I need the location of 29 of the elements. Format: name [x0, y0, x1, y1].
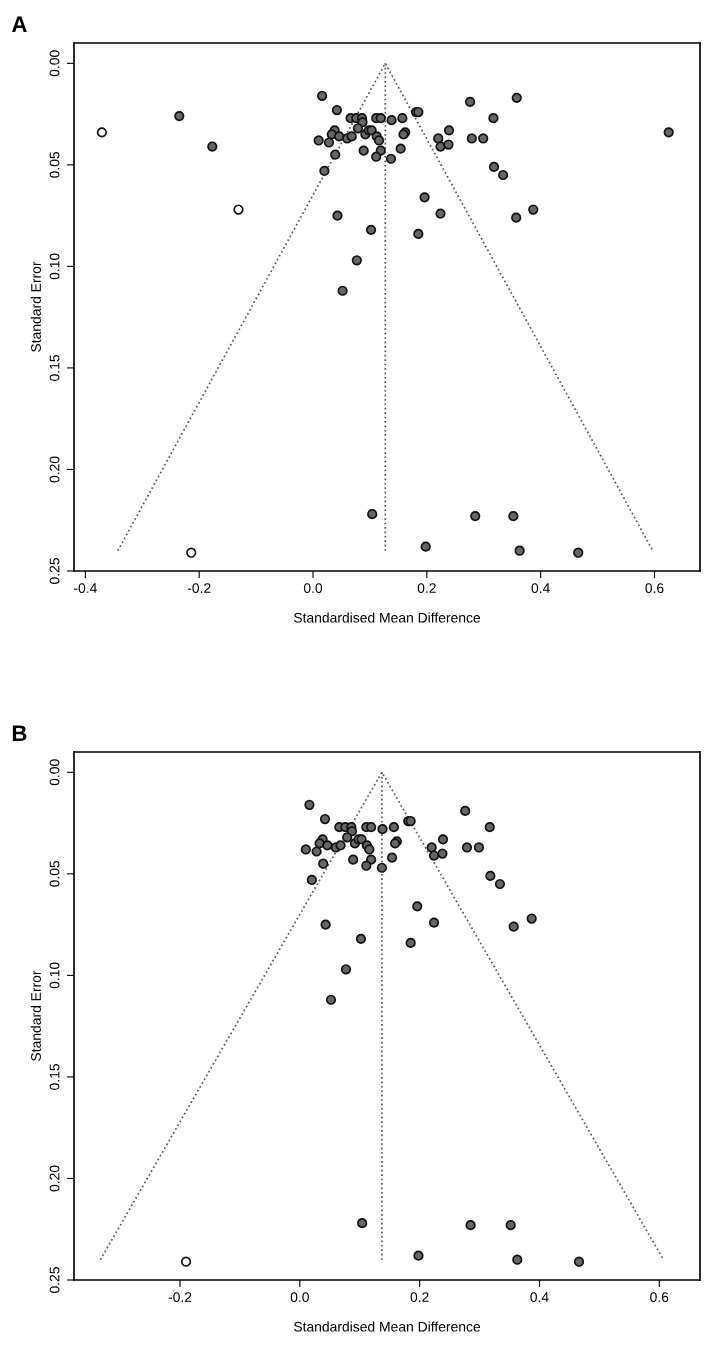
- y-tick-label: 0.20: [49, 456, 60, 483]
- x-tick-label: -0.4: [74, 583, 97, 594]
- chart-title: A: [11, 16, 27, 32]
- y-tick-label: 0.10: [49, 253, 60, 280]
- x-tick-label: 0.2: [417, 583, 436, 594]
- y-tick-label: 0.00: [49, 50, 60, 77]
- y-axis-title: Standard Error: [30, 261, 41, 352]
- x-tick-label: 0.4: [531, 583, 550, 594]
- y-tick-label: 0.10: [49, 962, 60, 989]
- y-tick-label: 0.05: [49, 860, 60, 887]
- x-tick-label: -0.2: [168, 1292, 192, 1303]
- y-tick-label: 0.25: [49, 1267, 60, 1293]
- x-tick-label: 0.6: [650, 1292, 669, 1303]
- y-tick-label: 0.15: [49, 1063, 60, 1090]
- y-tick-label: 0.15: [49, 354, 60, 381]
- y-tick-label: 0.00: [49, 759, 60, 786]
- y-axis-title: Standard Error: [30, 970, 41, 1061]
- x-tick-label: 0.4: [530, 1292, 549, 1303]
- x-axis-title: Standardised Mean Difference: [293, 612, 481, 623]
- x-tick-label: 0.0: [290, 1292, 309, 1303]
- y-tick-label: 0.25: [49, 558, 60, 584]
- y-tick-label: 0.20: [49, 1165, 60, 1192]
- x-tick-label: 0.0: [303, 583, 323, 594]
- x-tick-label: -0.2: [187, 583, 211, 594]
- x-tick-label: 0.6: [645, 583, 664, 594]
- x-tick-label: 0.2: [410, 1292, 429, 1303]
- chart-title: B: [12, 725, 27, 741]
- y-tick-label: 0.05: [49, 151, 60, 178]
- x-axis-title: Standardised Mean Difference: [293, 1321, 481, 1332]
